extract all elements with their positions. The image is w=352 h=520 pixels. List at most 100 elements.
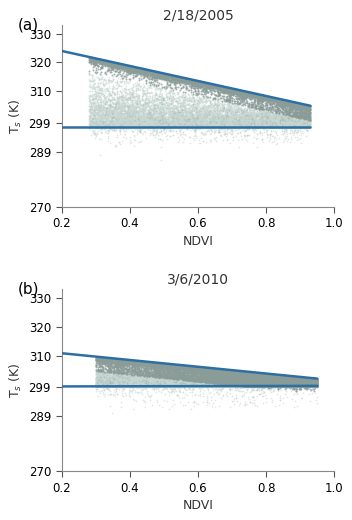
Point — [258, 93, 264, 101]
Point — [114, 116, 120, 125]
Point — [275, 378, 281, 386]
Point — [205, 370, 211, 379]
Point — [166, 376, 172, 385]
Point — [277, 382, 282, 391]
Point — [274, 113, 279, 121]
Point — [238, 379, 244, 387]
Point — [287, 118, 292, 126]
Point — [188, 76, 193, 84]
Point — [185, 74, 190, 83]
Point — [201, 389, 206, 397]
Point — [288, 99, 293, 108]
Point — [233, 86, 238, 94]
Point — [209, 364, 214, 372]
Point — [147, 126, 153, 134]
Point — [225, 120, 231, 128]
Point — [280, 98, 286, 107]
Point — [297, 121, 303, 129]
Point — [116, 122, 122, 131]
Point — [196, 119, 201, 127]
Point — [166, 360, 172, 369]
Point — [148, 128, 153, 137]
Point — [233, 377, 239, 385]
Point — [302, 104, 308, 112]
Point — [131, 367, 137, 375]
Point — [188, 373, 194, 381]
Point — [114, 112, 120, 120]
Point — [135, 377, 140, 385]
Point — [111, 108, 117, 116]
Point — [180, 401, 186, 410]
Point — [268, 376, 274, 385]
Point — [247, 103, 253, 112]
Point — [193, 363, 198, 372]
Point — [283, 111, 289, 119]
Point — [268, 94, 273, 102]
Point — [114, 107, 120, 115]
Point — [203, 83, 209, 92]
Point — [246, 370, 251, 378]
Point — [110, 98, 115, 107]
Point — [151, 108, 157, 116]
Point — [302, 373, 308, 382]
Point — [170, 381, 176, 389]
Point — [206, 382, 212, 390]
Point — [119, 74, 125, 82]
Point — [147, 72, 152, 80]
Point — [233, 105, 239, 113]
Point — [200, 95, 205, 103]
Point — [302, 378, 308, 386]
Point — [265, 116, 271, 124]
Point — [170, 368, 176, 376]
Point — [287, 381, 292, 389]
Point — [137, 118, 143, 126]
Point — [303, 378, 308, 386]
Point — [89, 106, 95, 114]
Point — [89, 119, 94, 127]
Point — [305, 116, 311, 125]
Point — [118, 122, 124, 131]
Point — [172, 369, 178, 377]
Point — [172, 378, 178, 386]
Point — [251, 381, 257, 389]
Point — [267, 122, 273, 131]
Point — [271, 376, 277, 384]
Point — [121, 115, 127, 123]
Point — [218, 119, 224, 127]
Point — [206, 365, 211, 373]
Point — [118, 112, 124, 120]
Point — [151, 373, 157, 382]
Point — [101, 357, 106, 366]
Point — [178, 113, 183, 122]
Point — [121, 109, 126, 117]
Point — [98, 353, 104, 361]
Point — [124, 373, 130, 382]
Point — [167, 86, 173, 95]
Point — [155, 376, 161, 384]
Point — [111, 89, 117, 97]
Point — [261, 123, 266, 131]
Point — [124, 63, 130, 72]
Point — [101, 382, 107, 390]
Point — [201, 367, 207, 375]
Point — [245, 131, 250, 139]
Point — [255, 378, 261, 386]
Point — [281, 377, 286, 385]
Point — [216, 379, 221, 387]
Point — [166, 382, 171, 391]
Point — [221, 378, 226, 386]
Point — [230, 121, 235, 129]
Point — [293, 382, 298, 390]
Point — [183, 381, 189, 389]
Point — [182, 374, 188, 383]
Point — [291, 382, 296, 390]
Point — [178, 375, 184, 384]
Point — [175, 90, 181, 98]
Point — [215, 110, 220, 118]
Point — [176, 119, 182, 127]
Point — [305, 379, 310, 387]
Point — [145, 113, 150, 122]
Point — [147, 109, 152, 117]
Point — [95, 124, 100, 132]
Point — [151, 69, 157, 77]
